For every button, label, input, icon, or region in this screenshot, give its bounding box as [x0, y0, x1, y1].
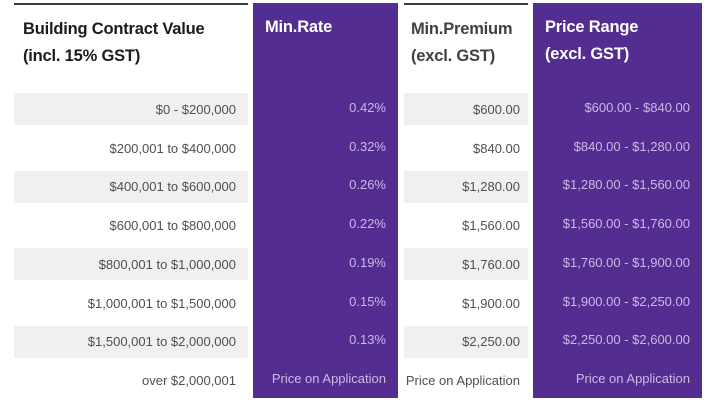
- header-line-1: Min.Premium: [411, 20, 513, 38]
- column-price-range: Price Range (excl. GST) $600.00 - $840.0…: [533, 3, 702, 398]
- cell-price-range-row-3: $1,280.00 - $1,560.00: [562, 177, 690, 193]
- header-line-1: Building Contract Value: [23, 20, 205, 38]
- cell-min-rate-row-8: Price on Application: [271, 371, 386, 387]
- cell-price-range-row-5: $1,760.00 - $1,900.00: [562, 254, 690, 270]
- column-header-min-premium: Min.Premium (excl. GST): [404, 5, 528, 90]
- cell-contract-value-row-6: $1,000,001 to $1,500,000: [87, 295, 236, 311]
- cell-price-range-row-1: $600.00 - $840.00: [584, 99, 690, 115]
- cell-min-premium-row-2: $840.00: [473, 140, 520, 156]
- column-min-premium: Min.Premium (excl. GST) $600.00 $840.00 …: [404, 3, 528, 400]
- column-header-price-range: Price Range (excl. GST): [533, 3, 702, 88]
- cell-min-rate-row-6: 0.15%: [349, 293, 386, 309]
- cell-min-premium-row-8: Price on Application: [405, 373, 520, 389]
- cell-contract-value-row-2: $200,001 to $400,000: [109, 140, 236, 156]
- cell-contract-value-row-7: $1,500,001 to $2,000,000: [14, 322, 248, 362]
- column-header-min-rate: Min.Rate: [253, 3, 398, 88]
- header-line-1: Min.Rate: [265, 18, 333, 36]
- cell-contract-value-row-5: $800,001 to $1,000,000: [14, 245, 248, 284]
- cell-contract-value-row-3: $400,001 to $600,000: [14, 167, 248, 207]
- cell-contract-value-row-4: $600,001 to $800,000: [109, 218, 236, 234]
- column-building-contract-value: Building Contract Value (incl. 15% GST) …: [14, 3, 248, 400]
- cell-min-rate-row-3: 0.26%: [349, 177, 386, 193]
- cell-min-rate-row-5: 0.19%: [349, 254, 386, 270]
- cell-contract-value-row-8: over $2,000,001: [142, 373, 236, 389]
- cell-min-premium-row-3: $1,280.00: [404, 167, 528, 207]
- cell-price-range-row-8: Price on Application: [575, 371, 690, 387]
- cell-contract-value-row-1: $0 - $200,000: [14, 90, 248, 129]
- column-header-building-contract-value: Building Contract Value (incl. 15% GST): [14, 5, 248, 90]
- cell-price-range-row-6: $1,900.00 - $2,250.00: [562, 293, 690, 309]
- header-line-2: (excl. GST): [545, 45, 629, 63]
- cell-price-range-row-2: $840.00 - $1,280.00: [573, 138, 690, 154]
- column-min-rate: Min.Rate 0.42% 0.32% 0.26% 0.22% 0.19% 0…: [253, 3, 398, 398]
- header-line-2: (excl. GST): [411, 47, 495, 65]
- cell-min-premium-row-1: $600.00: [404, 90, 528, 129]
- header-line-2: (incl. 15% GST): [23, 47, 141, 65]
- cell-min-rate-row-7: 0.13%: [349, 332, 386, 348]
- pricing-table: Building Contract Value (incl. 15% GST) …: [14, 3, 702, 400]
- cell-min-rate-row-4: 0.22%: [349, 216, 386, 232]
- cell-min-premium-row-5: $1,760.00: [404, 245, 528, 284]
- cell-min-rate-row-2: 0.32%: [349, 138, 386, 154]
- cell-min-premium-row-6: $1,900.00: [462, 295, 520, 311]
- cell-min-premium-row-7: $2,250.00: [404, 322, 528, 362]
- header-line-1: Price Range: [545, 18, 639, 36]
- cell-price-range-row-4: $1,560.00 - $1,760.00: [562, 216, 690, 232]
- cell-min-premium-row-4: $1,560.00: [462, 218, 520, 234]
- cell-min-rate-row-1: 0.42%: [349, 99, 386, 115]
- cell-price-range-row-7: $2,250.00 - $2,600.00: [562, 332, 690, 348]
